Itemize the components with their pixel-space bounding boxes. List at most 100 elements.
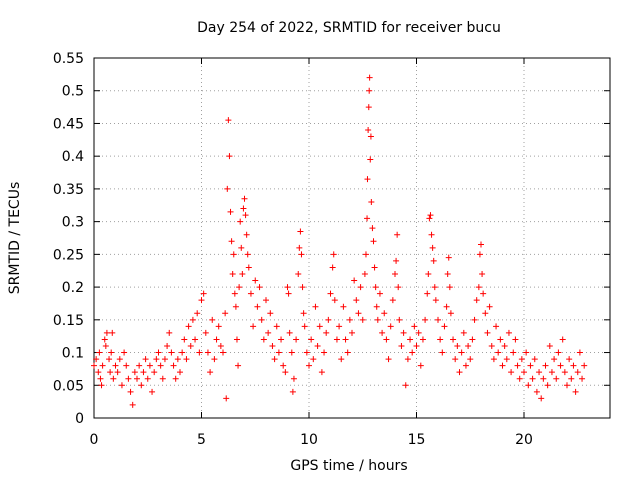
data-point	[424, 290, 431, 297]
data-point	[393, 257, 400, 264]
data-point	[238, 244, 245, 251]
plot-border	[93, 57, 611, 419]
data-point	[431, 284, 438, 291]
data-point	[536, 369, 543, 376]
chart-title: Day 254 of 2022, SRMTID for receiver buc…	[197, 20, 501, 36]
data-point	[561, 369, 568, 376]
data-point	[344, 349, 351, 356]
data-point	[112, 362, 119, 369]
data-point	[445, 254, 452, 261]
data-point	[493, 323, 500, 330]
data-point	[533, 388, 540, 395]
data-point	[278, 336, 285, 343]
data-point	[361, 271, 368, 277]
data-point	[252, 277, 259, 284]
data-point	[473, 297, 480, 304]
data-point	[288, 349, 295, 356]
data-point	[462, 362, 469, 369]
data-point	[299, 284, 306, 291]
data-point	[346, 316, 353, 323]
data-point	[407, 336, 414, 343]
data-point	[460, 329, 467, 336]
data-point	[144, 375, 151, 382]
data-point	[336, 323, 343, 330]
data-point	[429, 244, 436, 251]
data-point	[198, 297, 205, 304]
data-point	[369, 225, 376, 232]
data-point	[435, 316, 441, 323]
data-point	[430, 257, 437, 264]
data-point	[213, 336, 220, 343]
data-point	[183, 356, 190, 363]
data-point	[553, 375, 560, 382]
data-point	[155, 349, 162, 356]
grid-lines	[94, 58, 610, 418]
data-point	[91, 362, 97, 369]
data-point	[389, 297, 396, 304]
data-point	[327, 290, 334, 297]
data-point	[108, 349, 115, 356]
data-point	[107, 369, 114, 376]
x-tick-label: 0	[90, 432, 99, 448]
data-point	[366, 74, 373, 81]
data-point	[106, 356, 113, 363]
data-point	[177, 369, 183, 376]
data-point	[256, 284, 263, 291]
data-point	[118, 382, 125, 389]
data-point	[512, 336, 519, 343]
data-point	[109, 329, 116, 336]
data-point	[223, 395, 230, 402]
data-point	[415, 329, 422, 336]
data-point	[568, 375, 575, 382]
data-point	[544, 382, 551, 389]
data-point	[189, 316, 196, 323]
data-point	[103, 329, 110, 336]
data-point	[365, 104, 372, 111]
data-point	[447, 310, 454, 317]
data-point	[179, 349, 186, 356]
data-point	[308, 336, 315, 343]
data-point	[342, 336, 349, 343]
data-point	[514, 362, 521, 369]
data-point	[367, 133, 374, 140]
data-point	[300, 310, 307, 317]
data-point	[559, 336, 566, 343]
data-point	[166, 329, 173, 336]
data-point	[330, 251, 337, 258]
data-point	[245, 264, 252, 271]
data-point	[211, 356, 218, 363]
data-point	[310, 356, 317, 363]
data-point	[321, 349, 328, 356]
data-point	[471, 316, 478, 323]
data-point	[290, 375, 297, 382]
data-point	[387, 323, 394, 330]
data-point	[581, 362, 588, 369]
data-point	[134, 375, 140, 382]
data-point	[383, 336, 390, 343]
data-point	[121, 349, 128, 356]
data-point	[237, 218, 244, 225]
data-point	[538, 395, 545, 402]
data-point	[486, 303, 493, 310]
x-tick-label: 10	[300, 432, 318, 448]
data-point	[224, 185, 231, 192]
data-point	[551, 356, 558, 363]
data-point	[284, 284, 291, 291]
data-point	[181, 336, 188, 343]
data-point	[241, 195, 248, 202]
data-point	[540, 375, 547, 382]
data-point	[503, 356, 510, 363]
data-point	[548, 369, 555, 376]
data-point	[97, 375, 104, 382]
data-point	[301, 323, 308, 330]
data-point	[125, 375, 132, 382]
data-point	[123, 362, 130, 369]
data-point	[446, 284, 453, 291]
x-tick-label: 20	[515, 432, 533, 448]
data-point	[476, 251, 483, 258]
data-point	[458, 349, 465, 356]
data-point	[566, 356, 573, 363]
data-point	[207, 369, 214, 376]
data-point	[265, 329, 272, 336]
data-point	[395, 284, 402, 291]
